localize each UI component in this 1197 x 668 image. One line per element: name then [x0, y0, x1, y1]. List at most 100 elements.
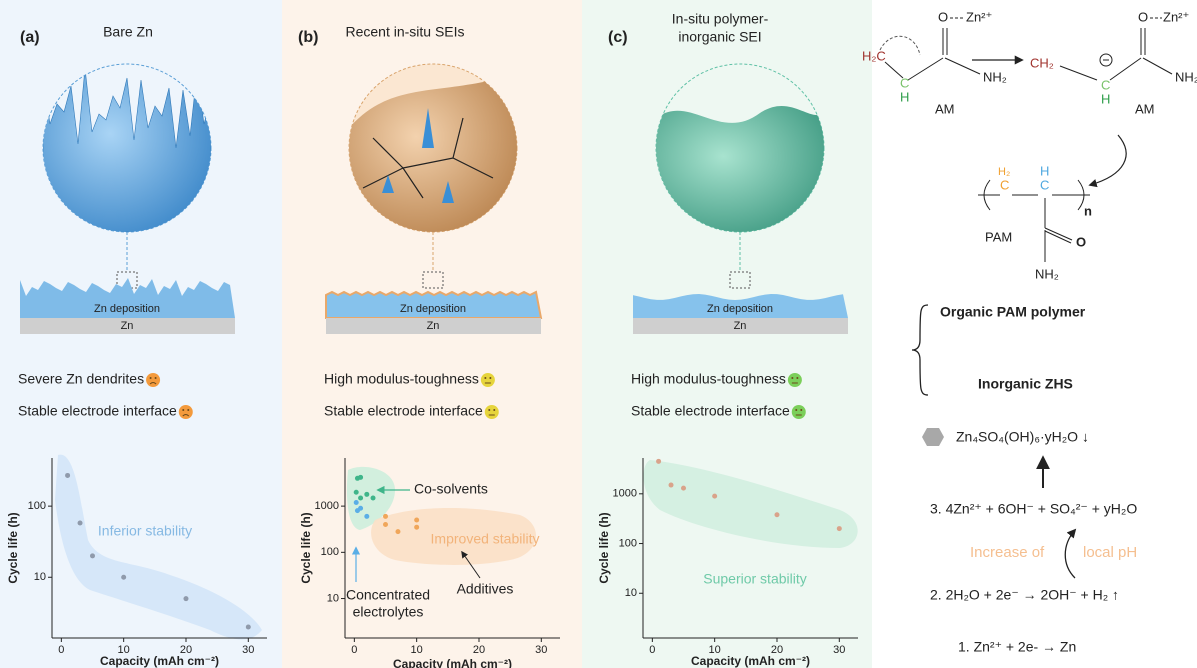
face	[485, 405, 499, 419]
atom: H₂C	[862, 48, 886, 63]
component: Organic PAM polymer	[940, 304, 1086, 320]
substrate-label: Zn	[121, 320, 134, 332]
point	[65, 473, 70, 478]
atom: O	[1138, 9, 1148, 24]
annotation: Inferior stability	[98, 523, 192, 539]
property: Severe Zn dendrites	[18, 371, 144, 387]
point	[358, 475, 363, 480]
atom: C	[900, 75, 909, 90]
point	[364, 492, 369, 497]
component: Inorganic ZHS	[978, 376, 1073, 392]
y-axis-label: Cycle life (h)	[299, 512, 313, 583]
face-eye	[489, 377, 491, 379]
point	[183, 596, 188, 601]
panel-title: In-situ polymer-	[672, 11, 769, 27]
point	[712, 494, 717, 499]
x-tick-label: 20	[473, 644, 485, 656]
panel-label: (c)	[608, 29, 628, 46]
face-eye	[493, 409, 495, 411]
equation: 1. Zn²⁺ + 2e- → Zn	[958, 639, 1076, 655]
curved-arrow	[1065, 530, 1075, 578]
molecule-name: AM	[935, 101, 955, 116]
atom: C	[1101, 77, 1110, 92]
group: NH₂	[983, 69, 1007, 84]
deposition-label: Zn deposition	[707, 303, 773, 315]
face-eye	[791, 377, 793, 379]
hexagon	[922, 428, 944, 446]
bond	[1110, 58, 1141, 80]
group: NH₂	[1035, 266, 1059, 281]
face-eye	[800, 409, 802, 411]
face	[179, 405, 193, 419]
x-tick-label: 0	[351, 644, 357, 656]
point	[246, 624, 251, 629]
brace	[912, 305, 928, 395]
x-tick-label: 10	[411, 644, 423, 656]
x-tick-label: 30	[535, 644, 547, 656]
panel-title: inorganic SEI	[678, 29, 761, 45]
chemistry: O Zn²⁺ H₂C C H NH₂ AM O Zn²⁺ CH₂ C H NH₂…	[862, 9, 1197, 654]
x-tick-label: 30	[833, 644, 845, 656]
face-eye	[150, 377, 152, 379]
page: {"panels": [ {"label": "(a)", "title": […	[0, 0, 1197, 668]
panel-label: (a)	[20, 29, 40, 46]
y-axis-label: Cycle life (h)	[597, 512, 611, 583]
atom: O	[938, 9, 948, 24]
equation: 2. 2H₂O + 2e⁻ → 2OH⁻ + H₂ ↑	[930, 587, 1119, 603]
molecule-name: AM	[1135, 101, 1155, 116]
atom: C	[1040, 177, 1049, 192]
y-tick-label: 100	[28, 500, 46, 512]
property: High modulus-toughness	[631, 371, 786, 387]
electron-arrow	[880, 36, 920, 55]
bond	[1045, 228, 1072, 240]
point	[364, 514, 369, 519]
face-eye	[795, 409, 797, 411]
ion: Zn²⁺	[1163, 9, 1189, 24]
annotation: Co-solvents	[414, 481, 488, 497]
point	[395, 529, 400, 534]
ion: Zn²⁺	[966, 9, 992, 24]
face-eye	[182, 409, 184, 411]
face-eye	[488, 409, 490, 411]
figure: O Zn²⁺ H₂C C H NH₂ AM O Zn²⁺ CH₂ C H NH₂…	[0, 0, 1197, 668]
y-tick-label: 1000	[315, 500, 339, 512]
x-tick-label: 30	[242, 644, 254, 656]
point	[681, 486, 686, 491]
annotation: electrolytes	[353, 604, 424, 620]
point	[358, 506, 363, 511]
bond	[1143, 58, 1172, 74]
point	[414, 525, 419, 530]
point	[371, 495, 376, 500]
annotation: Concentrated	[346, 587, 430, 603]
panel-title: Recent in-situ SEIs	[345, 24, 464, 40]
y-tick-label: 10	[327, 592, 339, 604]
x-tick-label: 0	[649, 644, 655, 656]
point	[358, 495, 363, 500]
face	[788, 373, 802, 387]
property: Stable electrode interface	[324, 403, 483, 419]
bond	[1060, 66, 1097, 80]
point	[90, 553, 95, 558]
point	[354, 500, 359, 505]
annotation: Improved stability	[431, 531, 540, 547]
equation: 3. 4Zn²⁺ + 6OH⁻ + SO₄²⁻ + yH₂O	[930, 501, 1137, 517]
substrate-label: Zn	[427, 320, 440, 332]
y-tick-label: 1000	[613, 488, 637, 500]
group: NH₂	[1175, 69, 1197, 84]
annotation: Superior stability	[703, 571, 807, 587]
x-tick-label: 0	[58, 644, 64, 656]
panel-title: Bare Zn	[103, 24, 153, 40]
property: High modulus-toughness	[324, 371, 479, 387]
bond	[1045, 231, 1071, 243]
property: Stable electrode interface	[18, 403, 177, 419]
face	[481, 373, 495, 387]
property: Stable electrode interface	[631, 403, 790, 419]
face	[146, 373, 160, 387]
y-tick-label: 100	[619, 537, 637, 549]
substrate-label: Zn	[734, 320, 747, 332]
atom: H	[1040, 163, 1049, 178]
y-axis-label: Cycle life (h)	[6, 512, 20, 583]
atom: C	[1000, 177, 1009, 192]
point	[837, 526, 842, 531]
point	[774, 512, 779, 517]
